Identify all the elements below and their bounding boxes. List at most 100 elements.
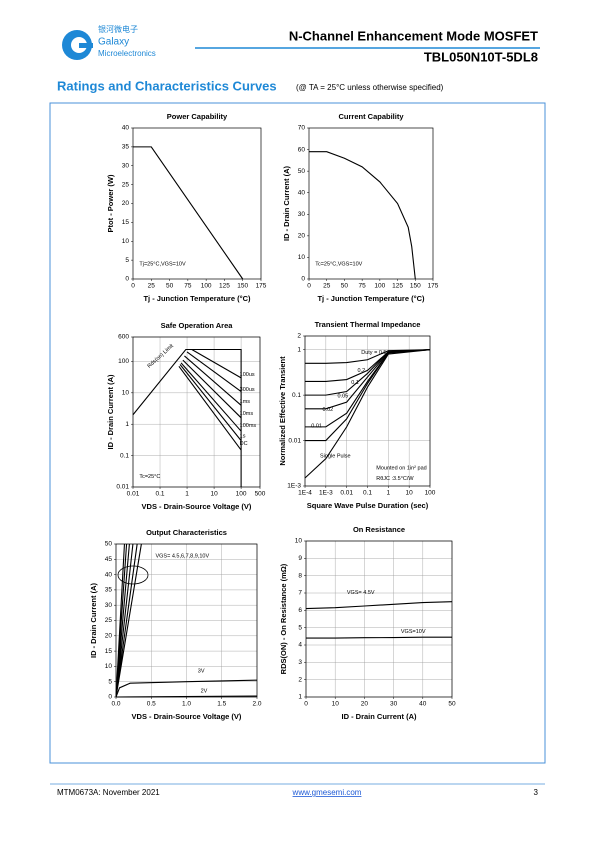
series-label: Duty = 0.5 (361, 350, 386, 356)
x-axis-label: Tj - Junction Temperature (°C) (317, 294, 425, 303)
y-tick-label: 20 (105, 633, 113, 640)
y-tick-label: 10 (105, 663, 113, 670)
x-tick-label: 0.0 (111, 701, 120, 708)
chart-title: On Resistance (353, 525, 405, 534)
y-tick-label: 35 (105, 587, 113, 594)
annotation: Tc=25°C (139, 474, 160, 480)
series-label: 0.2 (358, 368, 366, 374)
series-line (115, 679, 258, 698)
y-tick-label: 10 (298, 254, 306, 261)
y-tick-label: 100 (118, 358, 129, 365)
x-tick-label: 40 (419, 701, 427, 708)
x-axis-label: VDS - Drain-Source Voltage (V) (142, 502, 252, 511)
logo-mark (79, 43, 93, 48)
series-label: 100ms (240, 423, 257, 429)
part-number: TBL050N10T-5DL8 (424, 49, 538, 64)
x-tick-label: 1 (185, 491, 189, 498)
chart-title: Current Capability (338, 112, 404, 121)
x-tick-label: 10 (332, 701, 340, 708)
series-label: DC (240, 441, 248, 447)
y-tick-label: 20 (122, 200, 130, 207)
y-tick-label: 25 (105, 617, 113, 624)
y-tick-label: 30 (122, 162, 130, 169)
footer-doc: MTM0673A: November 2021 (57, 788, 160, 797)
chart-title: Output Characteristics (146, 528, 227, 537)
x-tick-label: 10 (210, 491, 218, 498)
y-axis-label: ID - Drain Current (A) (89, 582, 98, 658)
y-axis-label: RDS(ON) - On Resistance (mΩ) (279, 563, 288, 674)
y-tick-label: 60 (298, 146, 306, 153)
x-tick-label: 175 (428, 283, 439, 290)
y-axis-label: ID - Drain Current (A) (282, 165, 291, 241)
y-tick-label: 1E-3 (287, 483, 301, 490)
y-tick-label: 2 (297, 333, 301, 340)
series-line (305, 601, 453, 610)
y-tick-label: 30 (105, 602, 113, 609)
y-tick-label: 25 (122, 181, 130, 188)
x-tick-label: 0.01 (340, 490, 353, 497)
x-tick-label: 1.0 (182, 701, 191, 708)
y-tick-label: 50 (105, 541, 113, 548)
y-tick-label: 5 (108, 678, 112, 685)
x-tick-label: 150 (237, 283, 248, 290)
x-tick-label: 1E-4 (298, 490, 312, 497)
x-axis-label: Tj - Junction Temperature (°C) (143, 294, 251, 303)
footer-page: 3 (534, 788, 539, 797)
series-line (184, 355, 242, 406)
series-label: Rds(on) Limit (147, 343, 176, 370)
series-label: 300us (240, 387, 255, 393)
x-tick-label: 2.0 (252, 701, 261, 708)
annotation: Tj=25°C,VGS=10V (139, 261, 186, 267)
y-tick-label: 1 (125, 421, 129, 428)
series-line (305, 349, 431, 364)
highlight-ellipse (117, 565, 149, 585)
y-tick-label: 0.01 (116, 484, 129, 491)
x-tick-label: 100 (236, 491, 247, 498)
logo-cn: 银河微电子 (98, 24, 138, 34)
series-label: VGS= 4.5,6,7,8,9,10V (155, 554, 209, 560)
x-tick-label: 100 (201, 283, 212, 290)
series-line (304, 349, 431, 479)
y-tick-label: 0 (108, 694, 112, 701)
y-tick-label: 35 (122, 144, 130, 151)
y-tick-label: 9 (298, 555, 302, 562)
x-tick-label: 1E-3 (319, 490, 333, 497)
plot-frame (132, 336, 261, 488)
y-tick-label: 10 (122, 238, 130, 245)
doc-title: N-Channel Enhancement Mode MOSFET (289, 28, 538, 43)
plot-frame (305, 540, 453, 698)
y-tick-label: 70 (298, 125, 306, 132)
series-line (178, 365, 242, 451)
x-tick-label: 100 (374, 283, 385, 290)
y-tick-label: 0.1 (292, 392, 301, 399)
series-label: 0.05 (338, 393, 349, 399)
x-tick-label: 50 (166, 283, 174, 290)
footer-url[interactable]: www.gmesemi.com (292, 788, 362, 797)
x-tick-label: 0.5 (147, 701, 156, 708)
series-label: 1ms (240, 399, 251, 405)
series-label: VGS=10V (401, 629, 426, 635)
x-tick-label: 10 (406, 490, 414, 497)
series-label: 3V (198, 668, 205, 674)
series-line (186, 351, 242, 392)
section-note: (@ TA = 25°C unless otherwise specified) (296, 83, 444, 92)
y-tick-label: 15 (105, 648, 113, 655)
x-tick-label: 75 (359, 283, 367, 290)
series-line (305, 349, 431, 442)
y-tick-label: 4 (298, 642, 302, 649)
y-tick-label: 15 (122, 219, 130, 226)
x-tick-label: 25 (323, 283, 331, 290)
series-label: 0.01 (311, 423, 322, 429)
series-label: 0.02 (323, 407, 334, 413)
x-tick-label: 1 (387, 490, 391, 497)
x-tick-label: 125 (219, 283, 230, 290)
x-tick-label: 0 (304, 701, 308, 708)
x-axis-label: ID - Drain Current (A) (342, 712, 418, 721)
y-tick-label: 1 (298, 694, 302, 701)
y-tick-label: 2 (298, 676, 302, 683)
annotation: Tc=25°C,VGS=10V (315, 261, 362, 267)
x-tick-label: 50 (341, 283, 349, 290)
section-title: Ratings and Characteristics Curves (57, 78, 277, 93)
series-line (132, 348, 242, 487)
y-tick-label: 5 (298, 624, 302, 631)
